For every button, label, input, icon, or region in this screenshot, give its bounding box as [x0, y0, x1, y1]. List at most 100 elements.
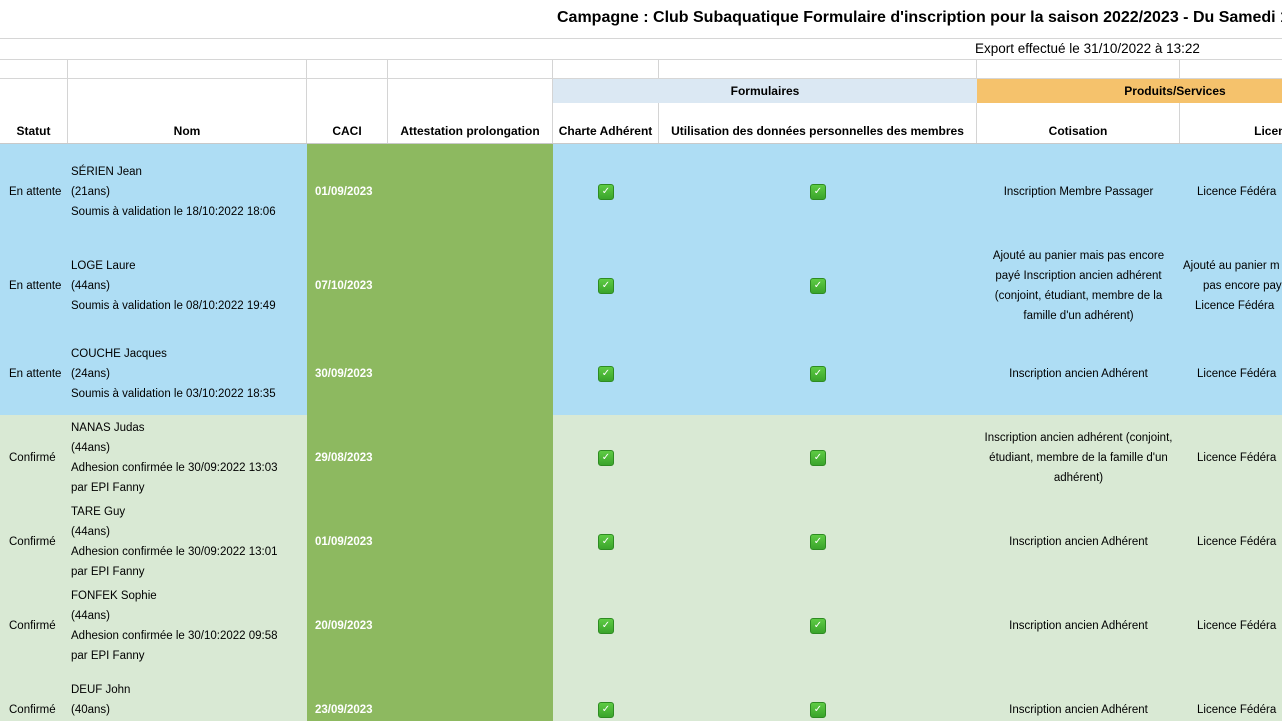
- licence-cell[interactable]: Ajouté au panier m pas encore payé Licence…: [1180, 239, 1282, 333]
- attestation-prolongation-cell[interactable]: [388, 668, 553, 721]
- statut-cell[interactable]: Confirmé: [0, 415, 68, 500]
- cotisation-value: Inscription Membre Passager: [1003, 185, 1154, 198]
- column-header-nom[interactable]: Nom: [68, 103, 307, 143]
- utilisation-donnees-cell[interactable]: ✓: [659, 668, 977, 721]
- empty-cell[interactable]: [68, 79, 307, 103]
- licence-line: Licence Fédéra: [1197, 704, 1277, 716]
- empty-cell[interactable]: [388, 60, 553, 78]
- statut-cell[interactable]: En attente: [0, 333, 68, 415]
- statut-cell[interactable]: En attente: [0, 144, 68, 239]
- group-header-produits-services[interactable]: Produits/Services: [977, 79, 1282, 103]
- statut-value: Confirmé: [9, 704, 56, 716]
- attestation-prolongation-cell[interactable]: [388, 415, 553, 500]
- caci-cell[interactable]: 30/09/2023: [307, 333, 388, 415]
- nom-line: (44ans): [71, 441, 110, 454]
- charte-checked-icon: ✓: [598, 278, 614, 294]
- statut-value: Confirmé: [9, 451, 56, 464]
- empty-cell[interactable]: [659, 60, 977, 78]
- nom-cell[interactable]: NANAS Judas (44ans) Adhesion confirmée le …: [68, 415, 307, 500]
- empty-cell[interactable]: [977, 60, 1180, 78]
- empty-cell[interactable]: [0, 79, 68, 103]
- licence-line: Licence Fédéra: [1197, 451, 1277, 464]
- cotisation-cell[interactable]: Inscription ancien Adhérent: [977, 668, 1180, 721]
- statut-value: Confirmé: [9, 536, 56, 548]
- table-row: Confirmé DEUF John(40ans)Adhesion confirm…: [0, 668, 1282, 721]
- licence-cell[interactable]: Licence Fédéra: [1180, 584, 1282, 668]
- nom-cell[interactable]: SÉRIEN Jean (21ans) Soumis à validation le…: [68, 144, 307, 239]
- cotisation-cell[interactable]: Inscription ancien adhérent (conjoint, é…: [977, 415, 1180, 500]
- column-header-attestation[interactable]: Attestation prolongation: [388, 103, 553, 143]
- charte-adherent-cell[interactable]: ✓: [553, 584, 659, 668]
- attestation-prolongation-cell[interactable]: [388, 584, 553, 668]
- cotisation-cell[interactable]: Ajouté au panier mais pas encore payé In…: [977, 239, 1180, 333]
- column-header-licence[interactable]: Licence: [1254, 124, 1282, 138]
- caci-cell[interactable]: 01/09/2023: [307, 500, 388, 584]
- nom-cell[interactable]: FONFEK Sophie (44ans) Adhesion confirmée l…: [68, 584, 307, 668]
- attestation-prolongation-cell[interactable]: [388, 500, 553, 584]
- cotisation-cell[interactable]: Inscription ancien Adhérent: [977, 500, 1180, 584]
- statut-cell[interactable]: En attente: [0, 239, 68, 333]
- cotisation-cell[interactable]: Inscription Membre Passager: [977, 144, 1180, 239]
- empty-grid-row: [0, 60, 1282, 79]
- export-row: Export effectué le 31/10/2022 à 13:22: [0, 39, 1282, 60]
- charte-checked-icon: ✓: [598, 366, 614, 382]
- nom-line: SÉRIEN Jean: [71, 165, 142, 178]
- caci-cell[interactable]: 07/10/2023: [307, 239, 388, 333]
- charte-adherent-cell[interactable]: ✓: [553, 333, 659, 415]
- caci-cell[interactable]: 29/08/2023: [307, 415, 388, 500]
- group-header-formulaires[interactable]: Formulaires: [553, 79, 977, 103]
- attestation-prolongation-cell[interactable]: [388, 239, 553, 333]
- empty-cell[interactable]: [1180, 60, 1282, 78]
- utilisation-donnees-cell[interactable]: ✓: [659, 415, 977, 500]
- licence-cell[interactable]: Licence Fédéra: [1180, 144, 1282, 239]
- licence-cell[interactable]: Licence Fédéra: [1180, 500, 1282, 584]
- utilisation-donnees-cell[interactable]: ✓: [659, 239, 977, 333]
- statut-cell[interactable]: Confirmé: [0, 668, 68, 721]
- attestation-prolongation-cell[interactable]: [388, 333, 553, 415]
- charte-adherent-cell[interactable]: ✓: [553, 144, 659, 239]
- caci-cell[interactable]: 01/09/2023: [307, 144, 388, 239]
- statut-cell[interactable]: Confirmé: [0, 584, 68, 668]
- column-header-caci[interactable]: CACI: [307, 103, 388, 143]
- nom-cell[interactable]: COUCHE Jacques (24ans) Soumis à validation…: [68, 333, 307, 415]
- empty-cell[interactable]: [388, 79, 553, 103]
- nom-line: (44ans): [71, 610, 110, 622]
- licence-cell[interactable]: Licence Fédéra: [1180, 668, 1282, 721]
- table-row: Confirmé FONFEK Sophie (44ans) Adhesion con…: [0, 584, 1282, 668]
- utilisation-donnees-cell[interactable]: ✓: [659, 333, 977, 415]
- caci-cell[interactable]: 20/09/2023: [307, 584, 388, 668]
- empty-cell[interactable]: [553, 60, 659, 78]
- attestation-prolongation-cell[interactable]: [388, 144, 553, 239]
- utilisation-checked-icon: ✓: [810, 534, 826, 550]
- cotisation-value: Inscription ancien adhérent (conjoint, é…: [984, 431, 1173, 484]
- cotisation-cell[interactable]: Inscription ancien Adhérent: [977, 333, 1180, 415]
- nom-line: COUCHE Jacques: [71, 348, 167, 360]
- licence-cell[interactable]: Licence Fédéra: [1180, 333, 1282, 415]
- nom-cell[interactable]: TARE Guy (44ans) Adhesion confirmée le 30/…: [68, 500, 307, 584]
- charte-adherent-cell[interactable]: ✓: [553, 668, 659, 721]
- nom-line: (40ans): [71, 704, 110, 716]
- licence-cell[interactable]: Licence Fédéra: [1180, 415, 1282, 500]
- empty-cell[interactable]: [68, 60, 307, 78]
- statut-value: Confirmé: [9, 620, 56, 632]
- column-header-utilisation[interactable]: Utilisation des données personnelles des…: [659, 103, 977, 143]
- statut-cell[interactable]: Confirmé: [0, 500, 68, 584]
- utilisation-donnees-cell[interactable]: ✓: [659, 584, 977, 668]
- nom-cell[interactable]: DEUF John(40ans)Adhesion confirmée le 15…: [68, 668, 307, 721]
- charte-adherent-cell[interactable]: ✓: [553, 415, 659, 500]
- cotisation-cell[interactable]: Inscription ancien Adhérent: [977, 584, 1180, 668]
- column-header-statut[interactable]: Statut: [0, 103, 68, 143]
- column-header-cotisation[interactable]: Cotisation: [977, 103, 1180, 143]
- nom-cell[interactable]: LOGE Laure (44ans) Soumis à validation le …: [68, 239, 307, 333]
- caci-cell[interactable]: 23/09/2023: [307, 668, 388, 721]
- utilisation-donnees-cell[interactable]: ✓: [659, 144, 977, 239]
- utilisation-donnees-cell[interactable]: ✓: [659, 500, 977, 584]
- empty-cell[interactable]: [0, 60, 68, 78]
- empty-cell[interactable]: [307, 60, 388, 78]
- utilisation-checked-icon: ✓: [810, 366, 826, 382]
- nom-line: (24ans): [71, 368, 110, 380]
- charte-adherent-cell[interactable]: ✓: [553, 239, 659, 333]
- column-header-charte[interactable]: Charte Adhérent: [553, 103, 659, 143]
- charte-adherent-cell[interactable]: ✓: [553, 500, 659, 584]
- empty-cell[interactable]: [307, 79, 388, 103]
